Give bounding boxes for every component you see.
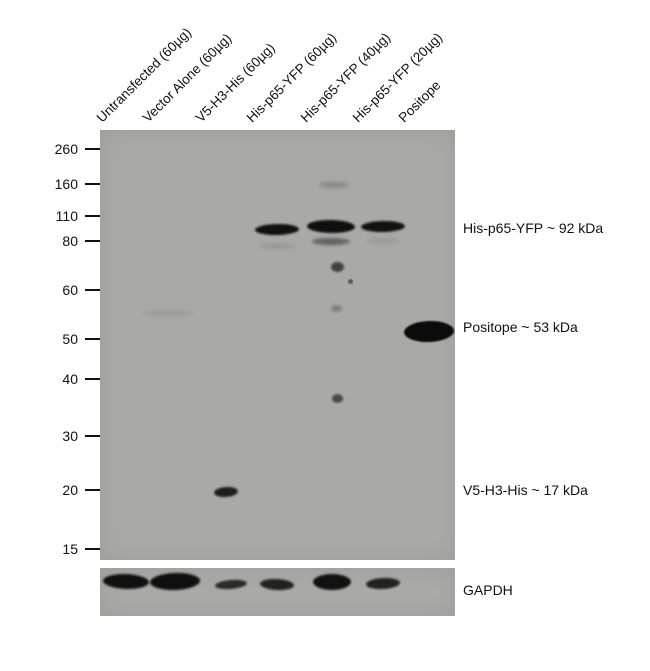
band-his-p65-yfp-20-92kda xyxy=(360,220,406,232)
mw-tick xyxy=(85,240,100,242)
mw-marker-label: 110 xyxy=(55,208,78,224)
band-his-p65-yfp-40-55kda-faint xyxy=(330,304,342,312)
lane-label: Vector Alone (60µg) xyxy=(139,30,235,126)
mw-marker-label: 60 xyxy=(62,282,78,298)
mw-tick xyxy=(85,148,100,150)
band-gapdh-lane5 xyxy=(313,574,351,590)
mw-tick xyxy=(85,378,100,380)
mw-marker-label: 80 xyxy=(62,233,78,249)
blot-panel-gapdh xyxy=(100,568,455,616)
band-his-p65-yfp-40-70kda-spot xyxy=(330,262,344,272)
band-his-p65-yfp-40-37kda-spot xyxy=(331,393,343,403)
band-his-p65-yfp-20-80kda-faint xyxy=(366,239,400,243)
mw-tick xyxy=(85,489,100,491)
mw-tick xyxy=(85,289,100,291)
band-his-p65-yfp-40-92kda xyxy=(306,219,356,233)
blot-panel-main xyxy=(100,130,455,560)
mw-marker-label: 50 xyxy=(62,331,78,347)
mw-marker-label: 160 xyxy=(54,176,78,192)
band-annotation: V5-H3-His ~ 17 kDa xyxy=(463,482,588,498)
band-annotation: Positope ~ 53 kDa xyxy=(463,319,578,335)
band-annotation: His-p65-YFP ~ 92 kDa xyxy=(463,220,604,236)
band-annotation: GAPDH xyxy=(463,582,513,598)
mw-tick xyxy=(85,435,100,437)
mw-tick xyxy=(85,183,100,185)
mw-marker-label: 30 xyxy=(62,428,78,444)
mw-tick xyxy=(85,338,100,340)
lane-label: His-p65-YFP (60µg) xyxy=(243,29,340,126)
mw-marker-label: 15 xyxy=(62,541,78,557)
mw-tick xyxy=(85,548,100,550)
mw-marker-label: 260 xyxy=(54,141,78,157)
mw-tick xyxy=(85,215,100,217)
band-his-p65-yfp-40-160kda-faint xyxy=(319,182,349,188)
band-his-p65-yfp-40-dot xyxy=(347,278,353,284)
band-his-p65-yfp-60-80kda-faint xyxy=(258,244,296,248)
band-his-p65-yfp-60-92kda xyxy=(254,223,300,235)
mw-marker-label: 20 xyxy=(62,482,78,498)
band-vector-alone-faint-smear xyxy=(142,310,194,316)
mw-marker-label: 40 xyxy=(62,371,78,387)
band-his-p65-yfp-40-80kda xyxy=(312,237,350,245)
